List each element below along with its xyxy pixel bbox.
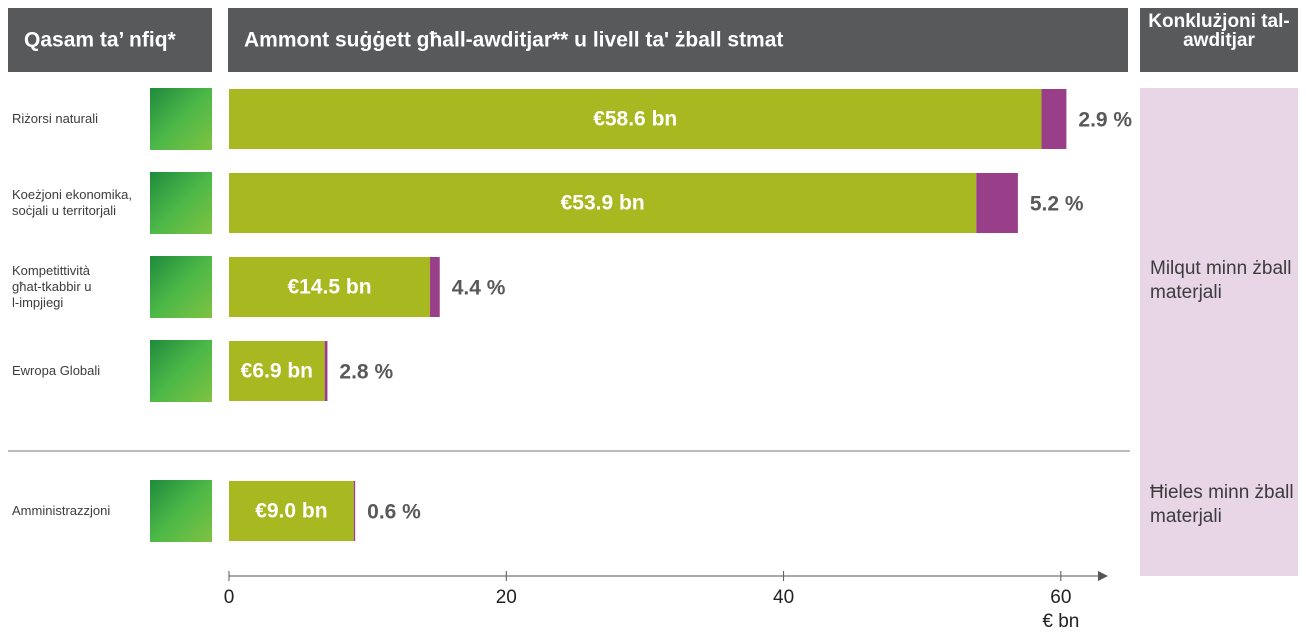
x-axis-label: € bn [1042,611,1079,632]
conclusion-label-box: Milqut minn żball materjali [1150,258,1292,303]
x-axis-arrow [1098,571,1108,581]
x-tick-label: 60 [1050,587,1071,608]
error-rate-label: 2.9 % [1078,109,1132,132]
category-icon [150,256,212,318]
conclusion-label: Ħieles minn żball materjali [1150,482,1294,527]
category-icon [150,480,212,542]
category-label-box: Ewropa Globali [12,363,101,378]
error-rate-label: 2.8 % [339,361,393,384]
header-cell [228,8,1128,72]
category-label: Amministrazzjoni [12,503,111,518]
bar-segment [229,257,431,317]
header-text: Ammont suġġett għall-awditjar** u livell… [244,29,783,52]
category-label-box: Koeżjoni ekonomika, soċjali u territorja… [12,187,132,218]
error-rate-label: 0.6 % [367,501,421,524]
bar-segment [229,173,977,233]
category-icon [150,88,212,150]
bar-segment [229,341,325,401]
category-icon [150,340,212,402]
category-label: Koeżjoni ekonomika, soċjali u territorja… [12,187,132,218]
value-label: €58.6 bn [593,108,677,131]
header-cell [1140,8,1298,72]
bar-segment [229,89,1042,149]
conclusion-label-box: Ħieles minn żball materjali [1150,482,1294,527]
error-rate-label: 4.4 % [452,277,506,300]
category-label: Riżorsi naturali [12,111,98,126]
bar-segment [430,257,440,317]
value-label: €9.0 bn [255,500,327,523]
bar-segment [229,481,354,541]
header-text: Konklużjoni tal-awditjar [1148,12,1290,51]
category-label-box: Riżorsi naturali [12,111,98,126]
error-rate-label: 5.2 % [1030,193,1084,216]
conclusion-column [1140,88,1298,576]
bar-segment [324,341,328,401]
value-label: €6.9 bn [241,360,313,383]
category-label: Kompetittività għat-tkabbir u l-impjiegi [12,263,92,310]
value-label: €53.9 bn [561,192,645,215]
category-icon [150,172,212,234]
conclusion-label: Milqut minn żball materjali [1150,258,1292,303]
x-tick-label: 0 [224,587,235,608]
bar-segment [976,173,1018,233]
category-label: Ewropa Globali [12,363,101,378]
value-label: €14.5 bn [287,276,371,299]
bar-segment [353,481,356,541]
header-text: Qasam ta’ nfiq* [24,29,177,52]
header-text-box: Konklużjoni tal-awditjar [1148,12,1290,51]
x-tick-label: 40 [773,587,794,608]
category-label-box: Amministrazzjoni [12,503,111,518]
bar-segment [1041,89,1067,149]
x-tick-label: 20 [496,587,517,608]
category-label-box: Kompetittività għat-tkabbir u l-impjiegi [12,263,92,310]
header-cell [8,8,212,72]
